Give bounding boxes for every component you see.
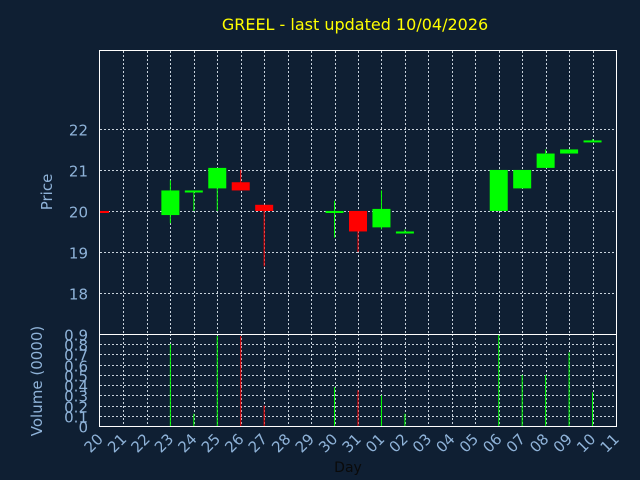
price-tick-label: 21 <box>69 163 88 181</box>
candle-body <box>349 210 367 232</box>
volume-axis-ticks: 00.10.20.30.40.50.60.70.80.9 <box>64 327 88 437</box>
x-tick-label: 26 <box>221 430 247 456</box>
candle-body <box>395 231 414 234</box>
candle-body <box>231 182 250 191</box>
candle-body <box>372 208 391 228</box>
candle-body <box>489 169 508 211</box>
volume-axis-label: Volume (0000) <box>28 326 46 436</box>
x-tick-label: 22 <box>128 430 154 456</box>
x-axis-ticks: 2021222324252627282930310102030405060708… <box>81 430 623 456</box>
candle-body <box>536 153 555 168</box>
volume-tick-label: 0.8 <box>64 337 88 355</box>
x-tick-label: 21 <box>104 430 130 456</box>
x-axis-label: Day <box>334 460 362 476</box>
x-tick-label: 04 <box>432 430 458 456</box>
volume-tick-label: 0.4 <box>64 378 88 396</box>
x-tick-label: 29 <box>292 430 318 456</box>
volume-tick-label: 0.2 <box>64 399 88 417</box>
candle-body <box>184 190 203 193</box>
x-tick-label: 11 <box>597 430 623 456</box>
x-tick-label: 02 <box>386 430 412 456</box>
candles <box>99 139 602 267</box>
price-tick-label: 22 <box>69 122 88 140</box>
volume-tick-label: 0 <box>78 419 88 437</box>
x-tick-label: 24 <box>174 430 200 456</box>
volume-panel-frame <box>99 334 617 427</box>
price-tick-label: 19 <box>69 245 88 263</box>
x-tick-label: 31 <box>339 430 365 456</box>
volume-tick-label: 0.1 <box>64 409 88 427</box>
volume-tick-label: 0.7 <box>64 347 88 365</box>
x-tick-label: 05 <box>456 430 482 456</box>
volume-tick-label: 0.3 <box>64 388 88 406</box>
x-tick-label: 01 <box>362 430 388 456</box>
price-tick-label: 18 <box>69 286 88 304</box>
chart-title: GREEL - last updated 10/04/2026 <box>222 15 488 34</box>
x-tick-label: 30 <box>315 430 341 456</box>
x-tick-label: 25 <box>198 430 224 456</box>
x-tick-label: 09 <box>550 430 576 456</box>
price-tick-label: 20 <box>69 204 88 222</box>
candle-body <box>255 204 274 211</box>
volume-tick-label: 0.9 <box>64 327 88 345</box>
volume-bars <box>169 334 594 426</box>
candle-body <box>583 140 602 143</box>
x-tick-label: 28 <box>268 430 294 456</box>
x-tick-label: 06 <box>479 430 505 456</box>
volume-tick-label: 0.6 <box>64 358 88 376</box>
candle-body <box>208 167 227 189</box>
candle-body <box>513 169 532 189</box>
candle-body <box>325 210 344 214</box>
x-tick-label: 27 <box>245 430 271 456</box>
price-axis-label: Price <box>38 174 56 211</box>
x-tick-label: 07 <box>503 430 529 456</box>
candle-body <box>560 149 579 154</box>
candle-body <box>100 210 109 214</box>
volume-tick-label: 0.5 <box>64 368 88 386</box>
x-tick-label: 23 <box>151 430 177 456</box>
candle-body <box>161 190 180 216</box>
x-tick-label: 03 <box>409 430 435 456</box>
x-tick-label: 10 <box>573 430 599 456</box>
price-axis-ticks: 18 19 20 21 22 <box>69 122 88 304</box>
x-tick-label: 08 <box>526 430 552 456</box>
